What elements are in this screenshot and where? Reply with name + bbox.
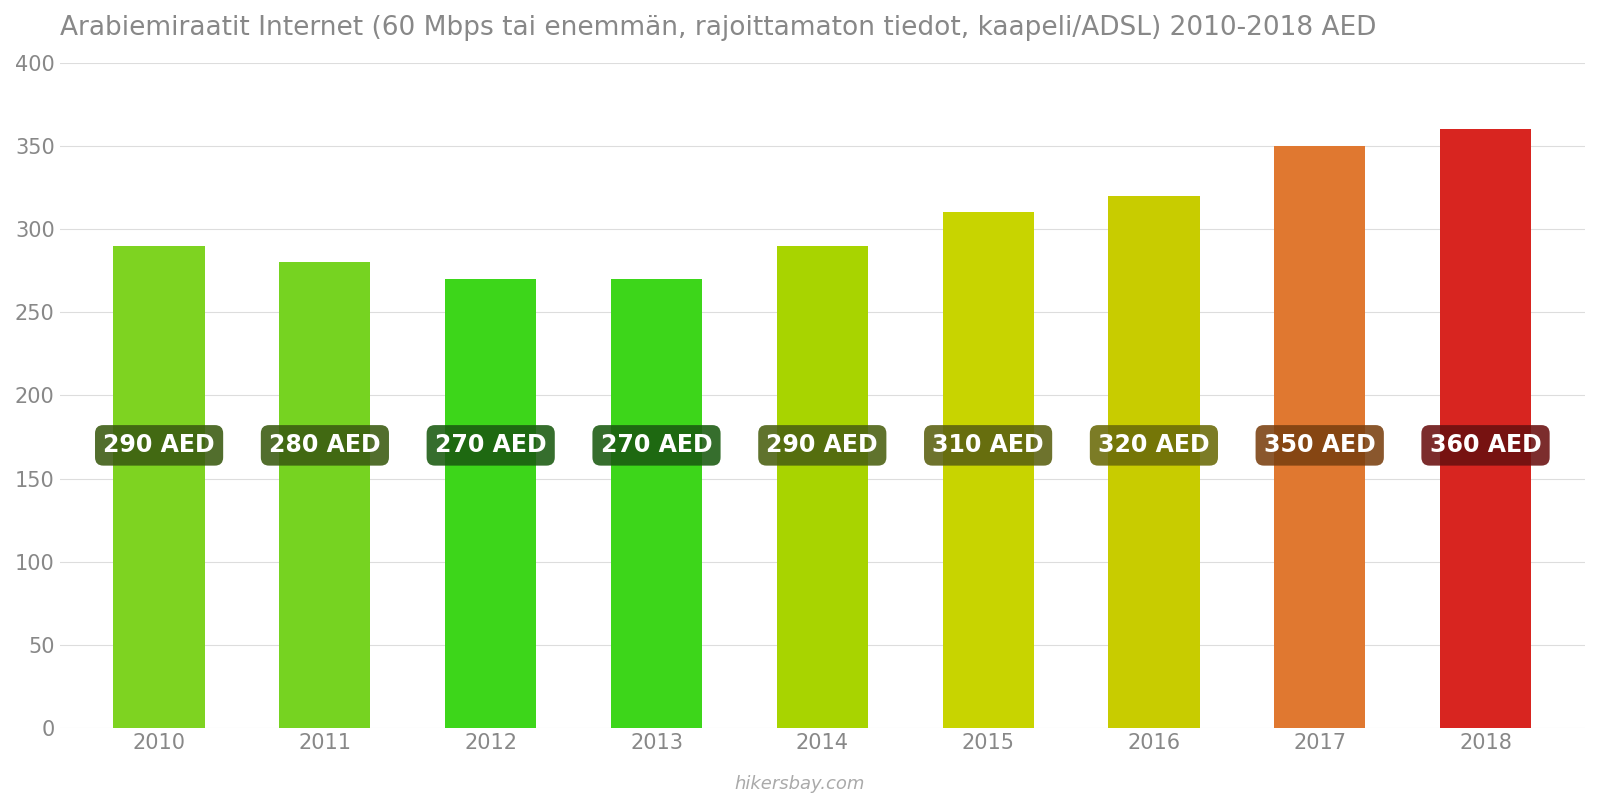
Bar (1109, 196, 1200, 728)
Text: Arabiemiraatit Internet (60 Mbps tai enemmän, rajoittamaton tiedot, kaapeli/ADSL: Arabiemiraatit Internet (60 Mbps tai ene… (59, 15, 1376, 41)
Bar (776, 246, 867, 728)
Bar (445, 279, 536, 728)
Text: 280 AED: 280 AED (269, 434, 381, 458)
Bar (1440, 130, 1531, 728)
Bar (942, 213, 1034, 728)
Text: 290 AED: 290 AED (104, 434, 214, 458)
Text: 350 AED: 350 AED (1264, 434, 1376, 458)
Bar (280, 262, 371, 728)
Text: 310 AED: 310 AED (933, 434, 1043, 458)
Text: 270 AED: 270 AED (435, 434, 547, 458)
Text: 360 AED: 360 AED (1430, 434, 1541, 458)
Text: 290 AED: 290 AED (766, 434, 878, 458)
Text: hikersbay.com: hikersbay.com (734, 775, 866, 793)
Bar (611, 279, 702, 728)
Text: 320 AED: 320 AED (1098, 434, 1210, 458)
Bar (1274, 146, 1365, 728)
Text: 270 AED: 270 AED (600, 434, 712, 458)
Bar (114, 246, 205, 728)
